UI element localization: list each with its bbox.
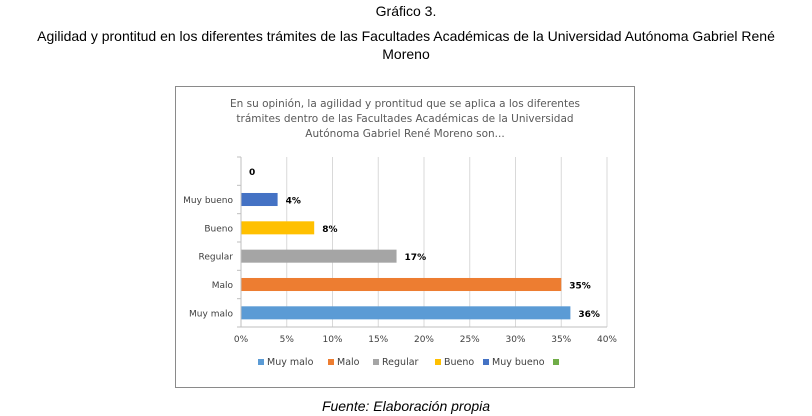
x-tick-label: 25% [460, 335, 480, 345]
data-label: 36% [578, 310, 600, 320]
legend-label: Regular [382, 357, 419, 368]
bar [241, 249, 397, 263]
legend-swatch [483, 359, 489, 365]
figure-number: Gráfico 3. [375, 3, 437, 19]
x-tick-label: 0% [234, 335, 249, 345]
bar [241, 277, 562, 292]
bar [241, 306, 571, 320]
bar [241, 221, 315, 235]
category-label: Malo [212, 281, 234, 291]
legend-swatch [328, 359, 334, 365]
legend-label: Muy bueno [492, 357, 545, 368]
category-label: Muy malo [189, 309, 233, 319]
x-tick-label: 15% [368, 335, 388, 345]
figure-title: Agilidad y prontitud en los diferentes t… [0, 27, 812, 63]
data-label: 17% [405, 253, 427, 263]
x-tick-label: 30% [505, 335, 525, 345]
x-tick-label: 10% [322, 335, 342, 345]
bar [241, 192, 278, 207]
legend-swatch [258, 359, 264, 365]
figure-title-line-1: Agilidad y prontitud en los diferentes t… [37, 28, 775, 44]
data-label: 4% [286, 197, 301, 207]
figure-title-line-2: Moreno [382, 46, 430, 62]
legend-swatch [435, 359, 441, 365]
figure-source: Fuente: Elaboración propia [321, 398, 491, 414]
legend-label: Malo [337, 357, 360, 368]
chart-container: En su opinión, la agilidad y prontitud q… [175, 86, 635, 388]
x-tick-label: 5% [280, 335, 295, 345]
legend-swatch [373, 359, 379, 365]
chart-title-line: En su opinión, la agilidad y prontitud q… [230, 98, 580, 110]
bar-chart: En su opinión, la agilidad y prontitud q… [183, 98, 617, 368]
data-label: 8% [322, 225, 337, 235]
chart-title-line: trámites dentro de las Facultades Académ… [236, 113, 573, 125]
legend-swatch [553, 359, 559, 365]
data-label: 35% [569, 282, 591, 292]
data-label: 0 [249, 168, 255, 178]
legend-label: Bueno [444, 357, 474, 368]
chart-title-line: Autónoma Gabriel René Moreno son... [305, 128, 504, 140]
x-tick-label: 35% [551, 335, 571, 345]
x-tick-label: 40% [597, 335, 617, 345]
category-label: Bueno [204, 224, 233, 234]
category-label: Regular [198, 253, 233, 263]
x-tick-label: 20% [414, 335, 434, 345]
legend-label: Muy malo [267, 357, 314, 368]
category-label: Muy bueno [183, 196, 233, 206]
